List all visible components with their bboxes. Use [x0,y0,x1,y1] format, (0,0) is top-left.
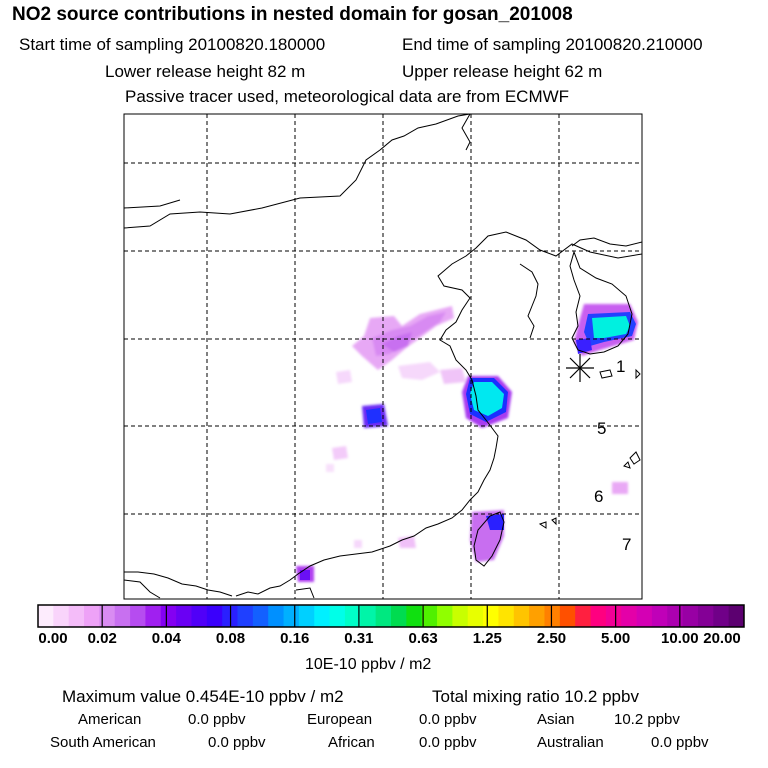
colorbar-cell [206,605,223,627]
colorbar-cell [559,605,576,627]
colorbar-cell [544,605,561,627]
colorbar-cell [84,605,100,627]
total-mixing-ratio-label: Total mixing ratio 10.2 ppbv [432,687,639,706]
colorbar-tick-label: 2.50 [536,630,567,647]
region-name-asian: Asian [537,711,575,728]
region-value-south-american: 0.0 ppbv [208,734,266,751]
colorbar-cells [38,605,745,627]
colorbar-cell [483,605,499,627]
colorbar-tick-label: 0.00 [38,630,68,647]
colorbar-cell [298,605,315,627]
colorbar-tick-label: 0.31 [344,630,374,647]
colorbar-cell [697,605,714,627]
colorbar-cell [667,605,684,627]
colorbar-cell [682,605,699,627]
colorbar-cell [130,605,146,627]
colorbar-cell [176,605,192,627]
colorbar-tick-label: 0.16 [280,630,310,647]
region-label: 5 [597,419,606,438]
colorbar-cell [452,605,469,627]
colorbar-tick-label: 5.00 [600,630,631,647]
colorbar-cell [590,605,607,627]
region-value-australian: 0.0 ppbv [651,734,709,751]
colorbar-cell [406,605,423,627]
region-label: 7 [622,535,631,554]
islands [538,368,641,529]
colorbar-cell [498,605,515,627]
map-title: NO2 source contributions in nested domai… [12,4,573,25]
region-value-american: 0.0 ppbv [188,711,246,728]
lower-release-height-label: Lower release height 82 m [105,62,306,81]
colorbar-dividers [101,605,681,627]
max-value-label: Maximum value 0.454E-10 ppbv / m2 [62,687,344,706]
region-name-australian: Australian [537,734,604,751]
region-value-asian: 10.2 ppbv [614,711,680,728]
map-panel: 1 5 6 7 [123,113,643,600]
colorbar-cell [145,605,162,627]
colorbar-cell [329,605,346,627]
colorbar-cell [621,605,637,627]
colorbar-cell [53,605,70,627]
colorbar-cell [529,605,545,627]
colorbar-tick-label: 1.25 [472,630,502,647]
colorbar-cell [99,605,116,627]
colorbar-cell [467,605,484,627]
colorbar-tick-label: 10.00 [661,630,699,647]
colorbar-cell [237,605,254,627]
colorbar-cell [344,605,361,627]
colorbar-cell [513,605,530,627]
colorbar-cell [114,605,131,627]
region-label: 6 [594,487,603,506]
receptor-asterisk-icon [566,354,594,382]
colorbar-cell [651,605,668,627]
end-time-label: End time of sampling 20100820.210000 [402,35,703,54]
region-value-european: 0.0 ppbv [419,711,477,728]
colorbar-cell [375,605,392,627]
region-value-african: 0.0 ppbv [419,734,477,751]
upper-release-height-label: Upper release height 62 m [402,62,603,81]
colorbar-cell [160,605,177,627]
hotspot-field [300,312,636,580]
colorbar-cell [437,605,453,627]
colorbar-frame [37,604,745,628]
colorbar-cell [421,605,438,627]
start-time-label: Start time of sampling 20100820.180000 [19,35,326,54]
colorbar-tick-label: 0.04 [151,630,181,647]
colorbar-cell [360,605,377,627]
region-label: 1 [616,357,625,376]
colorbar-cell [391,605,407,627]
colorbar-cell [191,605,208,627]
colorbar-cell [283,605,300,627]
region-name-south-american: South American [50,734,156,751]
colorbar-tick-label: 20.00 [703,630,741,647]
colorbar-cell [636,605,653,627]
colorbar-tick-label: 0.08 [215,630,246,647]
tracer-note: Passive tracer used, meteorological data… [125,87,570,106]
colorbar-tick-label: 0.02 [87,630,117,647]
colorbar-cell [68,605,85,627]
colorbar-cell [38,605,54,627]
gridlines [124,114,642,599]
colorbar-cell [728,605,745,627]
colorbar-cell [314,605,331,627]
colorbar-cell [605,605,622,627]
region-name-european: European [307,711,373,728]
colorbar-units: 10E-10 ppbv / m2 [305,656,432,673]
colorbar-tick-label: 0.63 [408,630,438,647]
colorbar [37,604,745,628]
map-frame [123,113,643,600]
colorbar-cell [713,605,730,627]
coastlines [124,114,642,599]
colorbar-cell [252,605,269,627]
region-name-african: African [328,734,375,751]
colorbar-cell [268,605,284,627]
colorbar-cell [575,605,591,627]
region-name-american: American [78,711,142,728]
